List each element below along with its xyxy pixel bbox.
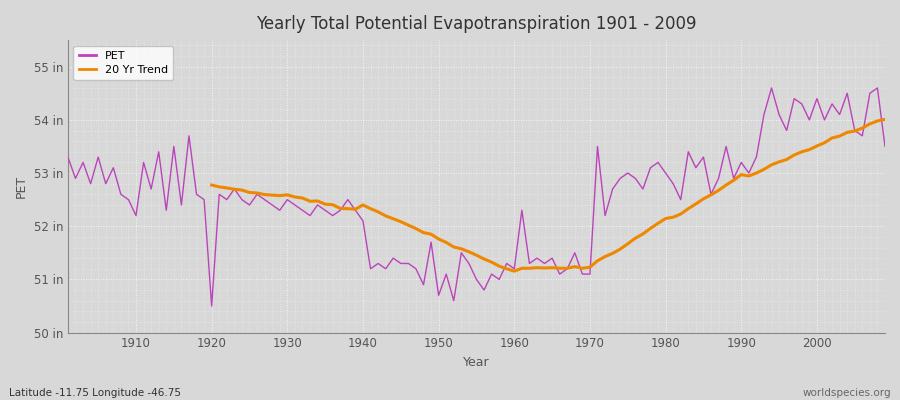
Legend: PET, 20 Yr Trend: PET, 20 Yr Trend	[74, 46, 174, 80]
20 Yr Trend	[206, 183, 217, 188]
PET	[766, 86, 777, 90]
PET	[850, 128, 860, 133]
PET	[471, 277, 482, 282]
Title: Yearly Total Potential Evapotranspiration 1901 - 2009: Yearly Total Potential Evapotranspiratio…	[256, 15, 697, 33]
Y-axis label: PET: PET	[15, 175, 28, 198]
Line: 20 Yr Trend: 20 Yr Trend	[212, 118, 893, 271]
PET	[879, 144, 890, 149]
Text: worldspecies.org: worldspecies.org	[803, 388, 891, 398]
Line: PET: PET	[68, 88, 893, 306]
PET	[62, 155, 73, 160]
PET	[206, 304, 217, 308]
20 Yr Trend	[872, 118, 883, 123]
PET	[887, 134, 898, 138]
20 Yr Trend	[887, 116, 898, 120]
PET	[652, 160, 663, 165]
PET	[312, 202, 323, 207]
Text: Latitude -11.75 Longitude -46.75: Latitude -11.75 Longitude -46.75	[9, 388, 181, 398]
20 Yr Trend	[788, 152, 799, 157]
PET	[448, 298, 459, 303]
X-axis label: Year: Year	[464, 356, 490, 369]
20 Yr Trend	[365, 206, 376, 211]
20 Yr Trend	[290, 194, 301, 199]
20 Yr Trend	[879, 117, 890, 122]
20 Yr Trend	[508, 269, 519, 274]
20 Yr Trend	[381, 214, 392, 218]
